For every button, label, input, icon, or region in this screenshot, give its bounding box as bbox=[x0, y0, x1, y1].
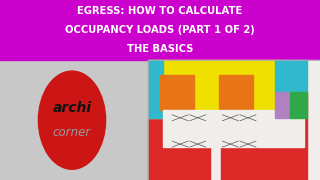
Bar bbox=[148, 60, 320, 180]
Bar bbox=[221, 118, 307, 180]
Bar bbox=[148, 60, 320, 180]
Bar bbox=[163, 110, 304, 147]
Bar bbox=[148, 60, 281, 118]
Ellipse shape bbox=[38, 71, 106, 169]
Text: THE BASICS: THE BASICS bbox=[127, 44, 193, 54]
Text: corner: corner bbox=[53, 126, 91, 140]
Text: EGRESS: HOW TO CALCULATE: EGRESS: HOW TO CALCULATE bbox=[77, 6, 243, 16]
Bar bbox=[219, 75, 253, 110]
Text: archi: archi bbox=[52, 101, 92, 115]
Bar bbox=[148, 60, 163, 118]
Text: OCCUPANCY LOADS (PART 1 OF 2): OCCUPANCY LOADS (PART 1 OF 2) bbox=[65, 25, 255, 35]
Bar bbox=[275, 92, 289, 118]
Bar bbox=[290, 92, 307, 118]
Bar bbox=[290, 60, 307, 92]
Bar bbox=[275, 92, 307, 118]
Bar bbox=[160, 75, 194, 110]
Bar bbox=[0, 0, 320, 60]
Bar bbox=[148, 118, 210, 180]
Bar bbox=[275, 60, 289, 92]
